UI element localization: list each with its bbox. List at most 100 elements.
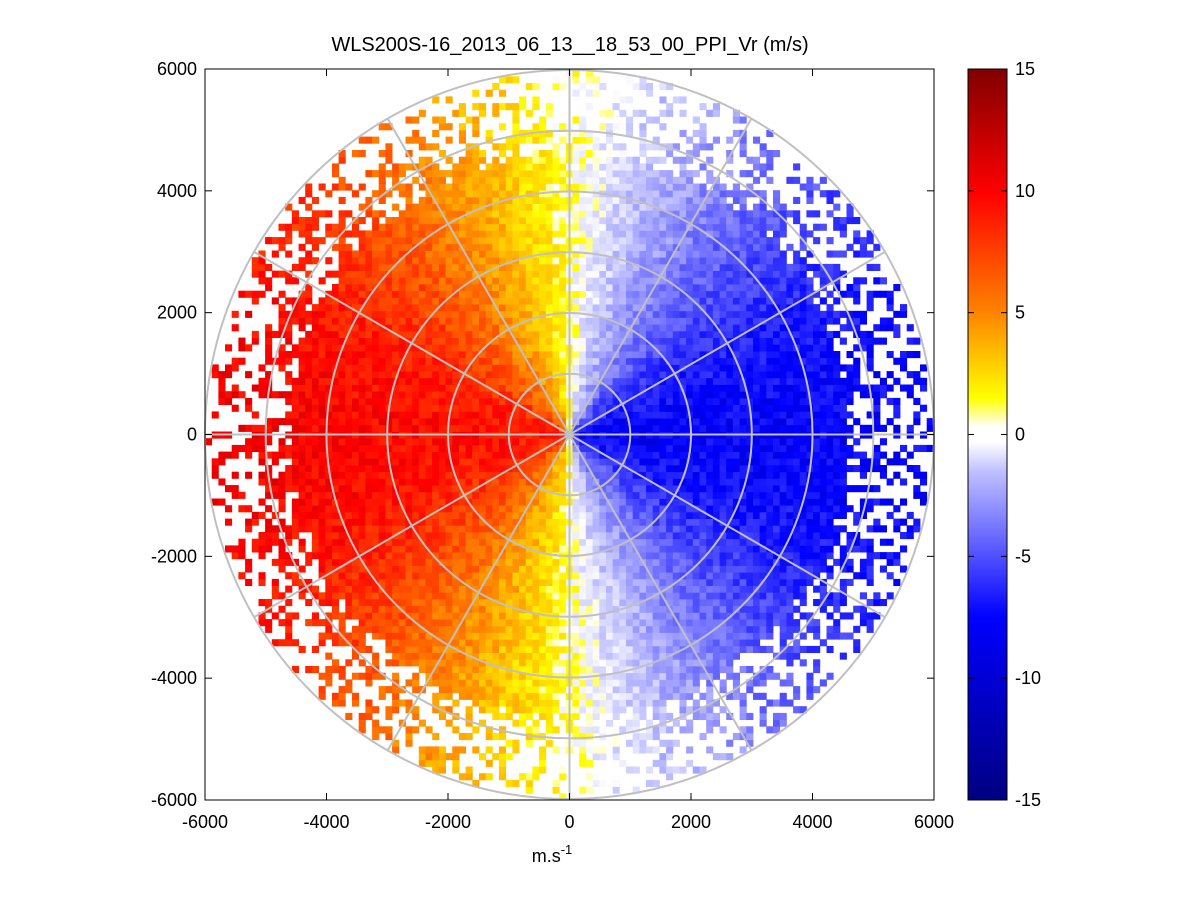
velocity-cell <box>519 471 527 479</box>
velocity-cell <box>318 397 326 405</box>
velocity-cell <box>612 686 620 694</box>
velocity-cell <box>458 773 466 781</box>
velocity-cell <box>398 210 406 218</box>
velocity-cell <box>619 759 627 767</box>
velocity-cell <box>245 438 253 446</box>
velocity-cell <box>592 143 600 151</box>
velocity-cell <box>365 337 373 345</box>
velocity-cell <box>385 471 393 479</box>
velocity-cell <box>432 532 440 540</box>
velocity-cell <box>606 257 614 265</box>
velocity-cell <box>318 330 326 338</box>
velocity-cell <box>499 163 507 171</box>
velocity-cell <box>378 163 386 171</box>
velocity-cell <box>646 692 654 700</box>
velocity-cell <box>225 371 233 379</box>
velocity-cell <box>378 257 386 265</box>
velocity-cell <box>231 491 239 499</box>
velocity-cell <box>612 377 620 385</box>
velocity-cell <box>505 458 513 466</box>
velocity-cell <box>579 270 587 278</box>
velocity-cell <box>666 444 674 452</box>
velocity-cell <box>585 451 593 459</box>
velocity-cell <box>378 411 386 419</box>
velocity-cell <box>545 578 553 586</box>
velocity-cell <box>398 599 406 607</box>
velocity-cell <box>525 458 533 466</box>
velocity-cell <box>545 478 553 486</box>
velocity-cell <box>659 538 667 546</box>
velocity-cell <box>632 156 640 164</box>
velocity-cell <box>365 444 373 452</box>
velocity-cell <box>352 270 360 278</box>
velocity-cell <box>251 518 259 526</box>
velocity-cell <box>639 572 647 580</box>
velocity-cell <box>338 337 346 345</box>
velocity-cell <box>652 444 660 452</box>
velocity-cell <box>512 706 520 714</box>
velocity-cell <box>539 411 547 419</box>
velocity-cell <box>372 444 380 452</box>
velocity-cell <box>345 411 353 419</box>
velocity-cell <box>552 384 560 392</box>
velocity-cell <box>311 585 319 593</box>
velocity-cell <box>512 471 520 479</box>
velocity-cell <box>632 357 640 365</box>
velocity-cell <box>472 290 480 298</box>
velocity-cell <box>639 645 647 653</box>
velocity-cell <box>465 324 473 332</box>
velocity-cell <box>285 532 293 540</box>
velocity-cell <box>612 612 620 620</box>
velocity-cell <box>545 706 553 714</box>
velocity-cell <box>652 170 660 178</box>
velocity-cell <box>559 478 567 486</box>
velocity-cell <box>405 585 413 593</box>
velocity-cell <box>445 572 453 580</box>
velocity-cell <box>632 324 640 332</box>
velocity-cell <box>646 599 654 607</box>
velocity-cell <box>479 458 487 466</box>
velocity-cell <box>652 465 660 473</box>
velocity-cell <box>639 666 647 674</box>
velocity-cell <box>559 485 567 493</box>
velocity-cell <box>652 605 660 613</box>
velocity-cell <box>579 391 587 399</box>
velocity-cell <box>572 585 580 593</box>
velocity-cell <box>572 411 580 419</box>
velocity-cell <box>585 438 593 446</box>
velocity-cell <box>632 645 640 653</box>
velocity-cell <box>512 511 520 519</box>
velocity-cell <box>606 351 614 359</box>
velocity-cell <box>258 250 266 258</box>
velocity-cell <box>499 257 507 265</box>
velocity-cell <box>345 391 353 399</box>
velocity-cell <box>626 766 634 774</box>
velocity-cell <box>525 190 533 198</box>
velocity-cell <box>358 391 366 399</box>
velocity-cell <box>505 270 513 278</box>
velocity-cell <box>539 223 547 231</box>
velocity-cell <box>425 230 433 238</box>
velocity-cell <box>545 344 553 352</box>
velocity-cell <box>626 404 634 412</box>
velocity-cell <box>499 659 507 667</box>
velocity-cell <box>405 444 413 452</box>
velocity-cell <box>412 625 420 633</box>
velocity-cell <box>225 545 233 553</box>
velocity-cell <box>311 538 319 546</box>
velocity-cell <box>525 230 533 238</box>
velocity-cell <box>485 565 493 573</box>
velocity-cell <box>619 223 627 231</box>
velocity-cell <box>492 109 500 117</box>
velocity-cell <box>499 625 507 633</box>
velocity-cell <box>465 599 473 607</box>
velocity-cell <box>499 170 507 178</box>
velocity-cell <box>592 632 600 640</box>
velocity-cell <box>519 599 527 607</box>
velocity-cell <box>352 599 360 607</box>
velocity-cell <box>378 210 386 218</box>
velocity-cell <box>485 746 493 754</box>
velocity-cell <box>365 532 373 540</box>
velocity-cell <box>559 518 567 526</box>
velocity-cell <box>412 377 420 385</box>
